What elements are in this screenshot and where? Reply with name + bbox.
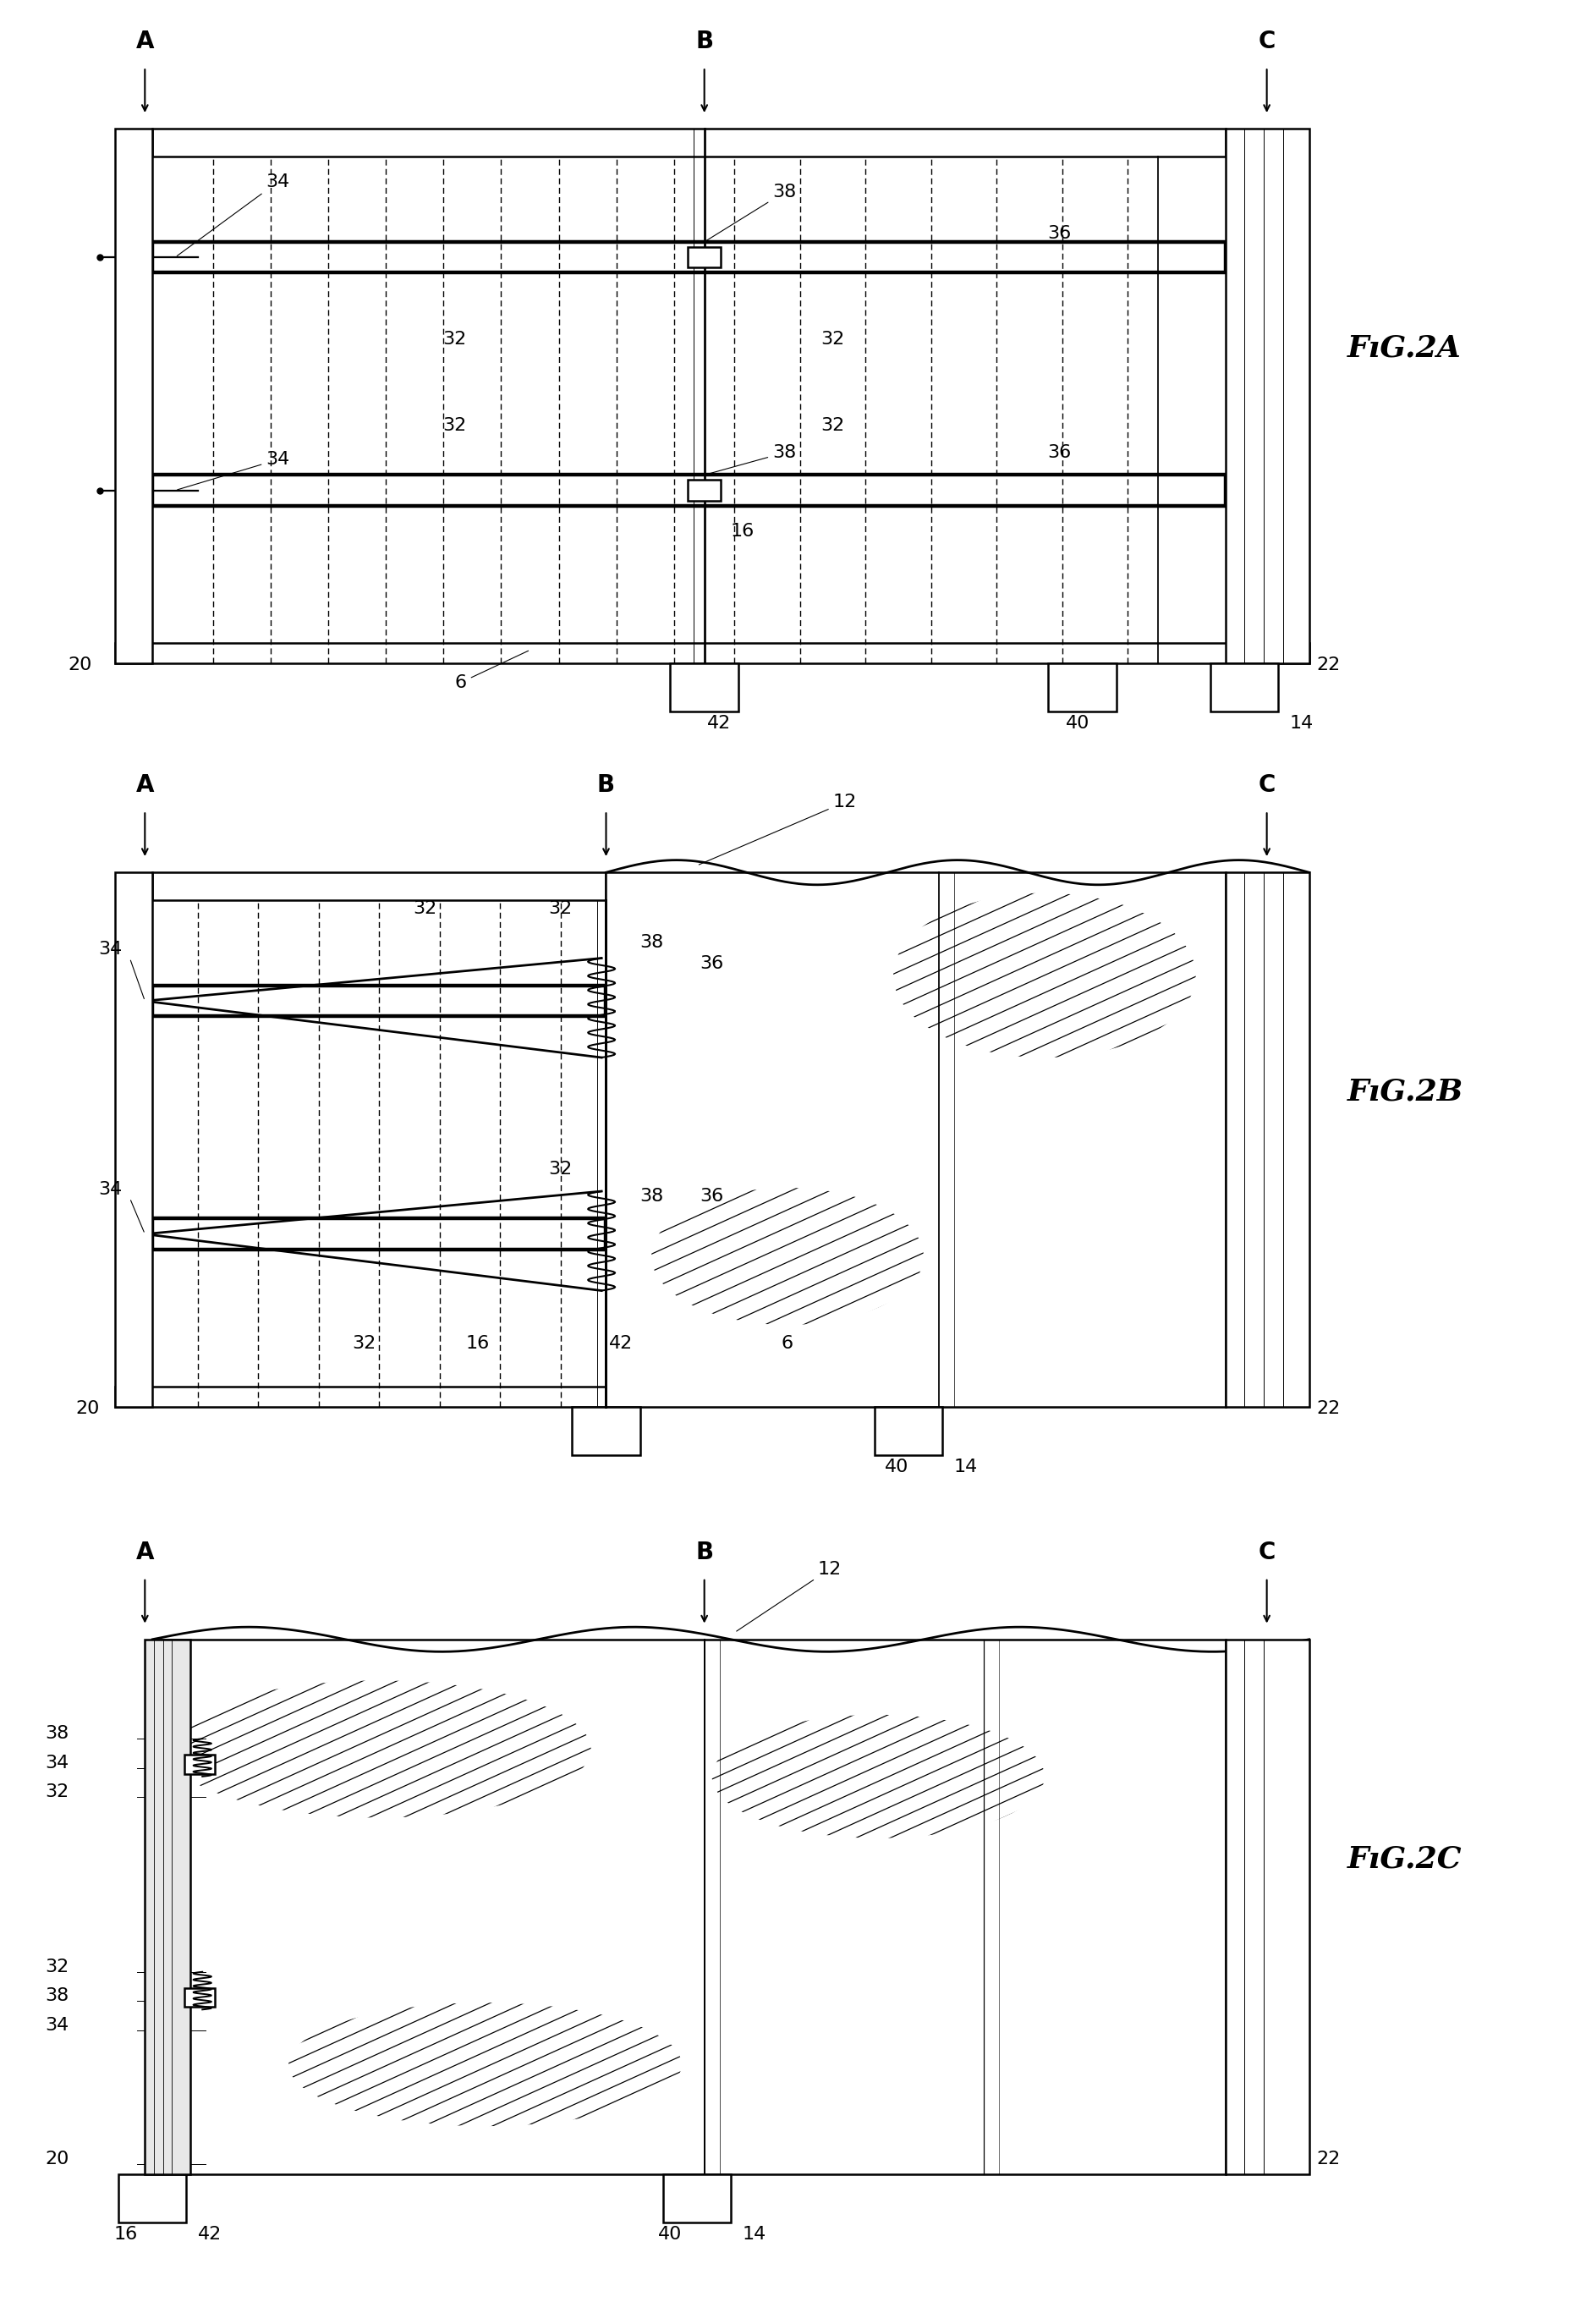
Bar bbox=[1225, 872, 1309, 1408]
Bar bbox=[1225, 1638, 1309, 2175]
Bar bbox=[663, 2175, 731, 2222]
Ellipse shape bbox=[893, 892, 1195, 1057]
Text: 36: 36 bbox=[699, 1188, 725, 1204]
Text: FıG.2A: FıG.2A bbox=[1347, 335, 1462, 363]
Text: FıG.2C: FıG.2C bbox=[1347, 1845, 1462, 1873]
Bar bbox=[184, 1755, 214, 1773]
Bar bbox=[153, 242, 1225, 272]
Text: 38: 38 bbox=[46, 1724, 69, 1743]
Text: 20: 20 bbox=[46, 2150, 69, 2168]
Text: 20: 20 bbox=[68, 658, 91, 674]
Text: 16: 16 bbox=[731, 523, 754, 539]
Text: 14: 14 bbox=[1290, 716, 1314, 732]
Text: FıG.2B: FıG.2B bbox=[1347, 1078, 1463, 1106]
Bar bbox=[115, 644, 1309, 665]
Bar bbox=[118, 2175, 186, 2222]
Bar bbox=[1049, 665, 1117, 711]
Text: 34: 34 bbox=[46, 1755, 69, 1771]
Text: 22: 22 bbox=[1317, 2150, 1340, 2168]
Text: 42: 42 bbox=[198, 2226, 222, 2243]
Text: 32: 32 bbox=[821, 332, 844, 349]
Text: 38: 38 bbox=[639, 934, 663, 951]
Text: A: A bbox=[135, 1541, 154, 1564]
Text: 40: 40 bbox=[885, 1459, 909, 1476]
Text: 34: 34 bbox=[98, 941, 123, 957]
Text: 22: 22 bbox=[1317, 1401, 1340, 1418]
Text: 32: 32 bbox=[443, 332, 466, 349]
Bar bbox=[153, 1638, 1225, 2175]
Bar bbox=[184, 1987, 214, 2008]
Text: 36: 36 bbox=[1047, 225, 1071, 242]
Bar bbox=[153, 128, 1225, 156]
Text: 32: 32 bbox=[46, 1783, 69, 1801]
Text: C: C bbox=[1258, 1541, 1276, 1564]
Text: 32: 32 bbox=[548, 1160, 573, 1178]
Bar bbox=[153, 985, 606, 1016]
Bar bbox=[874, 1408, 942, 1455]
Bar bbox=[1225, 128, 1309, 665]
Text: 12: 12 bbox=[699, 795, 857, 865]
Text: 38: 38 bbox=[639, 1188, 663, 1204]
Text: 38: 38 bbox=[46, 1987, 69, 2003]
Text: 14: 14 bbox=[742, 2226, 765, 2243]
Text: 42: 42 bbox=[610, 1336, 633, 1353]
Text: 36: 36 bbox=[699, 955, 725, 971]
Ellipse shape bbox=[712, 1715, 1044, 1838]
Bar bbox=[145, 1638, 191, 2175]
Bar bbox=[115, 128, 153, 665]
Text: 34: 34 bbox=[46, 2017, 69, 2034]
Text: 14: 14 bbox=[954, 1459, 978, 1476]
Text: B: B bbox=[696, 1541, 713, 1564]
Text: C: C bbox=[1258, 774, 1276, 797]
Text: 6: 6 bbox=[455, 651, 528, 690]
Bar bbox=[671, 665, 739, 711]
Text: B: B bbox=[696, 30, 713, 53]
Bar bbox=[1210, 665, 1279, 711]
Text: A: A bbox=[135, 774, 154, 797]
Text: 22: 22 bbox=[1317, 658, 1340, 674]
Bar bbox=[153, 872, 606, 899]
Ellipse shape bbox=[288, 2003, 682, 2126]
Text: 42: 42 bbox=[707, 716, 731, 732]
Text: 32: 32 bbox=[413, 899, 436, 918]
Ellipse shape bbox=[652, 1188, 923, 1325]
Text: 34: 34 bbox=[178, 451, 290, 490]
Text: 34: 34 bbox=[98, 1181, 123, 1199]
Text: 32: 32 bbox=[353, 1336, 376, 1353]
Bar bbox=[153, 1218, 606, 1250]
Text: 32: 32 bbox=[548, 899, 573, 918]
Text: 20: 20 bbox=[76, 1401, 99, 1418]
Text: 38: 38 bbox=[706, 184, 797, 242]
Text: 38: 38 bbox=[707, 444, 797, 474]
Text: 12: 12 bbox=[737, 1562, 841, 1631]
Text: 40: 40 bbox=[1066, 716, 1090, 732]
Bar bbox=[115, 1387, 606, 1408]
Text: A: A bbox=[135, 30, 154, 53]
Bar bbox=[572, 1408, 639, 1455]
Bar bbox=[606, 872, 1225, 1408]
Text: 16: 16 bbox=[466, 1336, 490, 1353]
Text: 32: 32 bbox=[821, 416, 844, 435]
Text: 34: 34 bbox=[176, 174, 290, 256]
Text: 6: 6 bbox=[781, 1336, 794, 1353]
Bar bbox=[115, 872, 153, 1408]
Text: B: B bbox=[597, 774, 614, 797]
Text: 32: 32 bbox=[443, 416, 466, 435]
Text: 36: 36 bbox=[1047, 444, 1071, 460]
Bar bbox=[688, 481, 721, 500]
Ellipse shape bbox=[167, 1680, 591, 1817]
Bar bbox=[688, 246, 721, 267]
Text: C: C bbox=[1258, 30, 1276, 53]
Bar bbox=[153, 474, 1225, 507]
Text: 32: 32 bbox=[46, 1959, 69, 1975]
Text: 40: 40 bbox=[658, 2226, 682, 2243]
Text: 16: 16 bbox=[113, 2226, 137, 2243]
